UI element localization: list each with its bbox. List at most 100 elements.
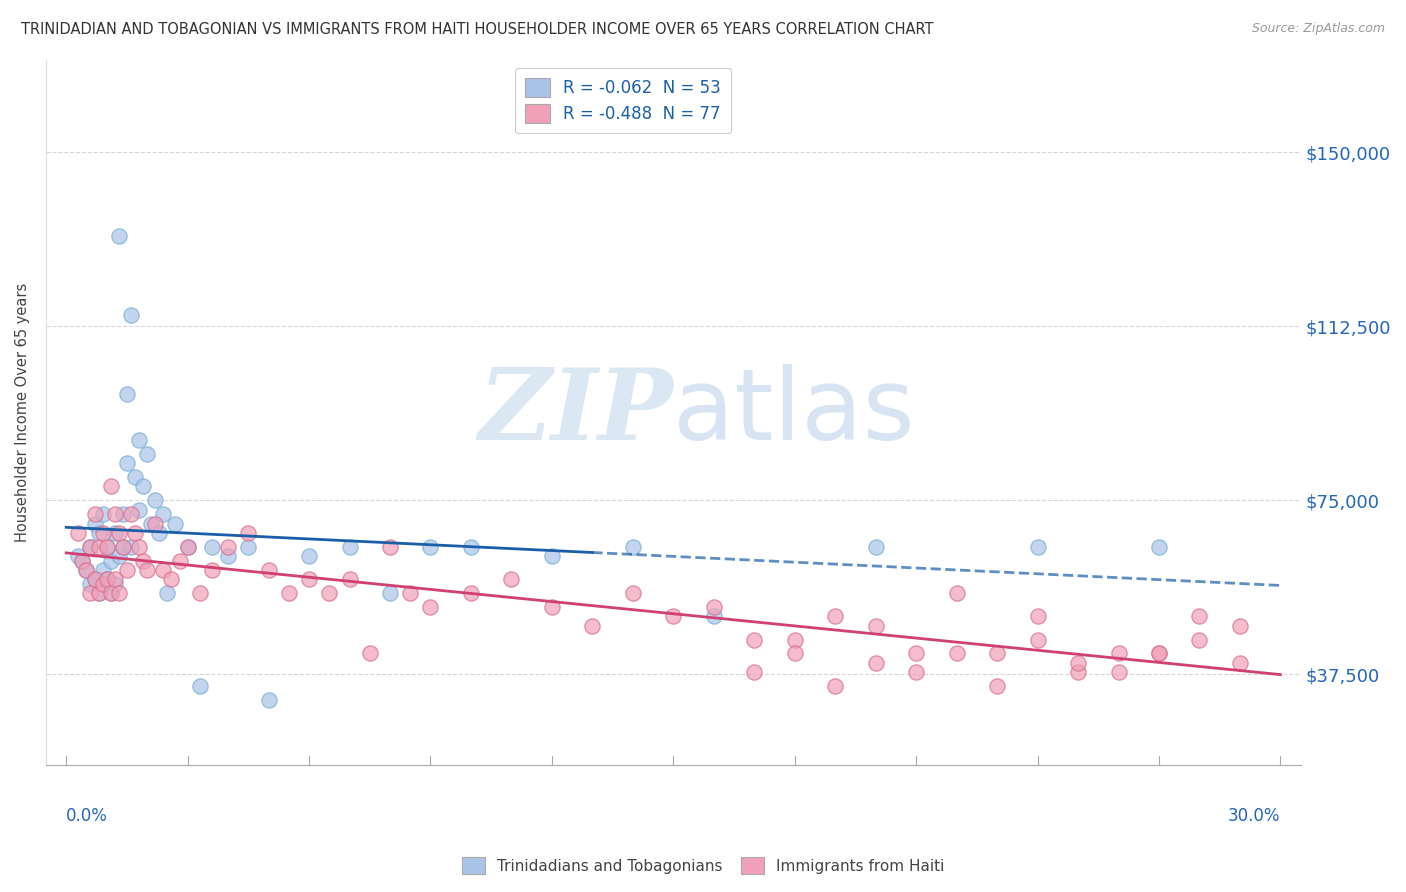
Point xyxy=(905,647,928,661)
Point xyxy=(541,549,564,563)
Point xyxy=(128,502,150,516)
Point xyxy=(703,609,725,624)
Point xyxy=(1026,609,1049,624)
Point xyxy=(160,572,183,586)
Point xyxy=(945,586,967,600)
Point xyxy=(501,572,523,586)
Point xyxy=(541,600,564,615)
Point xyxy=(277,586,299,600)
Text: TRINIDADIAN AND TOBAGONIAN VS IMMIGRANTS FROM HAITI HOUSEHOLDER INCOME OVER 65 Y: TRINIDADIAN AND TOBAGONIAN VS IMMIGRANTS… xyxy=(21,22,934,37)
Point xyxy=(1229,618,1251,632)
Point xyxy=(865,540,887,554)
Point xyxy=(339,572,361,586)
Point xyxy=(67,525,90,540)
Point xyxy=(1229,656,1251,670)
Point xyxy=(87,525,110,540)
Point xyxy=(120,508,142,522)
Point xyxy=(96,572,118,586)
Point xyxy=(120,540,142,554)
Point xyxy=(91,525,114,540)
Point xyxy=(865,656,887,670)
Point xyxy=(1108,647,1130,661)
Point xyxy=(742,665,765,679)
Point xyxy=(419,540,441,554)
Point xyxy=(176,540,198,554)
Point xyxy=(1147,647,1170,661)
Point xyxy=(124,525,146,540)
Point xyxy=(72,554,94,568)
Point xyxy=(128,540,150,554)
Point xyxy=(132,554,155,568)
Point xyxy=(460,540,482,554)
Point xyxy=(378,540,401,554)
Point xyxy=(419,600,441,615)
Point xyxy=(108,228,131,243)
Text: 0.0%: 0.0% xyxy=(66,806,108,824)
Point xyxy=(115,386,138,401)
Point xyxy=(399,586,422,600)
Text: atlas: atlas xyxy=(673,364,915,460)
Point xyxy=(96,572,118,586)
Point xyxy=(83,508,105,522)
Legend: Trinidadians and Tobagonians, Immigrants from Haiti: Trinidadians and Tobagonians, Immigrants… xyxy=(456,851,950,880)
Point xyxy=(87,586,110,600)
Point xyxy=(100,554,122,568)
Point xyxy=(132,479,155,493)
Point xyxy=(152,508,174,522)
Point xyxy=(298,549,321,563)
Point xyxy=(83,572,105,586)
Point xyxy=(87,540,110,554)
Point xyxy=(83,516,105,531)
Point xyxy=(143,516,166,531)
Point xyxy=(865,618,887,632)
Point xyxy=(238,525,260,540)
Point xyxy=(188,586,211,600)
Point xyxy=(986,647,1008,661)
Point xyxy=(238,540,260,554)
Point xyxy=(79,540,101,554)
Point xyxy=(124,470,146,484)
Point xyxy=(108,586,131,600)
Point xyxy=(176,540,198,554)
Point xyxy=(156,586,179,600)
Point xyxy=(1188,609,1211,624)
Point xyxy=(83,572,105,586)
Point xyxy=(79,577,101,591)
Point xyxy=(339,540,361,554)
Point xyxy=(120,308,142,322)
Point xyxy=(79,540,101,554)
Point xyxy=(165,516,187,531)
Point xyxy=(104,508,127,522)
Point xyxy=(257,693,280,707)
Point xyxy=(100,586,122,600)
Point xyxy=(945,647,967,661)
Point xyxy=(783,632,806,647)
Point xyxy=(115,456,138,470)
Point xyxy=(143,493,166,508)
Point xyxy=(621,586,644,600)
Point xyxy=(104,525,127,540)
Point xyxy=(75,563,97,577)
Point xyxy=(1067,656,1090,670)
Point xyxy=(378,586,401,600)
Point xyxy=(104,572,127,586)
Text: Source: ZipAtlas.com: Source: ZipAtlas.com xyxy=(1251,22,1385,36)
Point xyxy=(359,647,381,661)
Point xyxy=(75,563,97,577)
Point xyxy=(1026,632,1049,647)
Point xyxy=(257,563,280,577)
Point xyxy=(742,632,765,647)
Point xyxy=(460,586,482,600)
Point xyxy=(108,525,131,540)
Point xyxy=(115,563,138,577)
Point xyxy=(1147,647,1170,661)
Point xyxy=(96,540,118,554)
Point xyxy=(318,586,340,600)
Point xyxy=(108,549,131,563)
Point xyxy=(217,549,239,563)
Point xyxy=(298,572,321,586)
Point xyxy=(1147,540,1170,554)
Point xyxy=(148,525,170,540)
Point xyxy=(169,554,191,568)
Point xyxy=(1026,540,1049,554)
